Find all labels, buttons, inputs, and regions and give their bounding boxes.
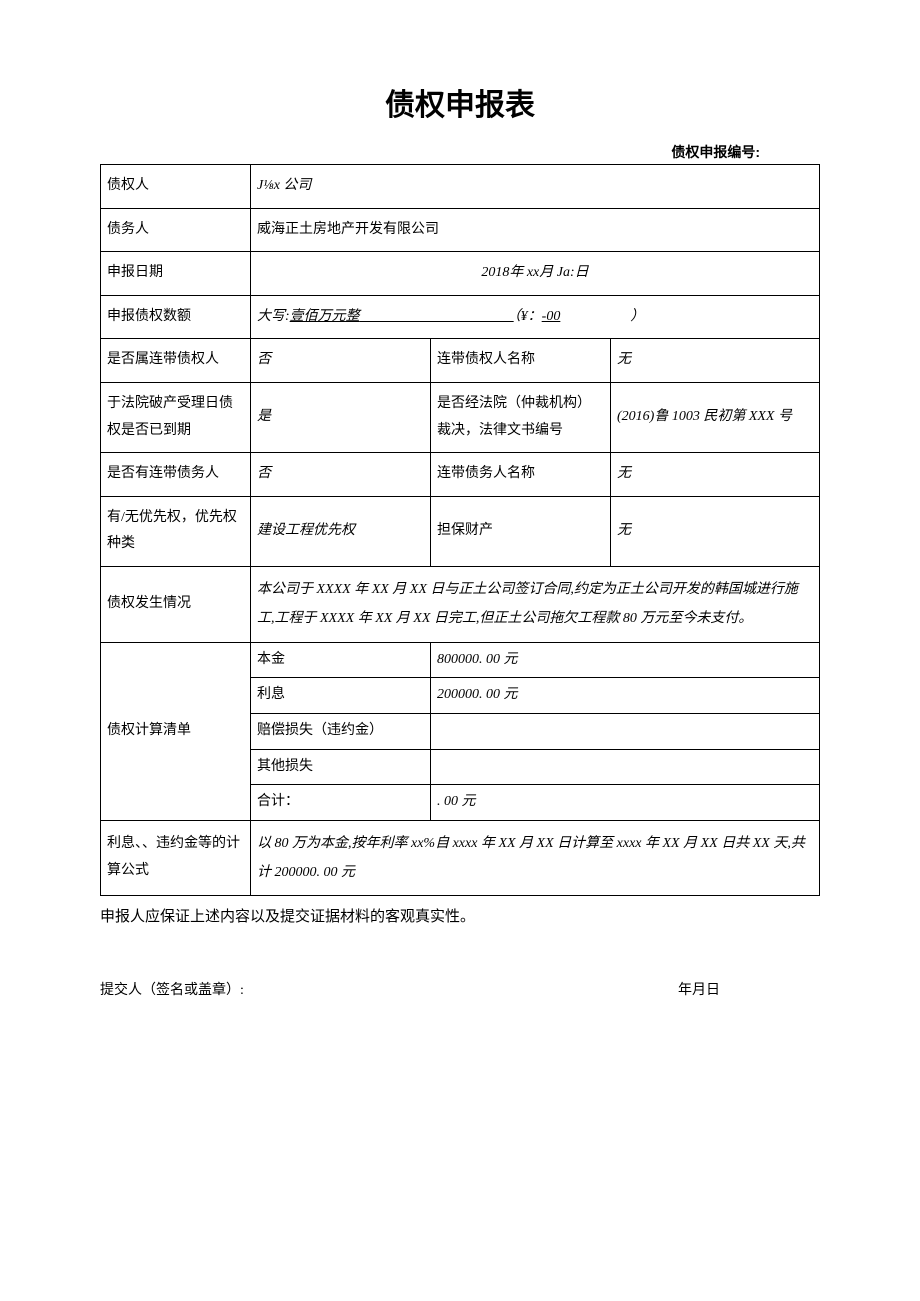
notice-text: 申报人应保证上述内容以及提交证据材料的客观真实性。 xyxy=(100,904,820,931)
declaration-table: 债权人 J⅛x 公司 债务人 威海正土房地产开发有限公司 申报日期 2018年 … xyxy=(100,164,820,896)
label-priority: 有/无优先权，优先权种类 xyxy=(101,496,251,566)
footer-row: 提交人（签名或盖章）: 年月日 xyxy=(100,979,820,999)
amount-yen-prefix: （¥： xyxy=(514,309,542,324)
label-declare-date: 申报日期 xyxy=(101,252,251,296)
label-principal: 本金 xyxy=(251,642,431,678)
amount-yen: -00 xyxy=(542,309,561,324)
value-creditor: J⅛x 公司 xyxy=(251,165,820,209)
value-joint-debtor: 否 xyxy=(251,453,431,497)
label-joint-creditor: 是否属连带债权人 xyxy=(101,339,251,383)
label-damages: 赔偿损失（违约金） xyxy=(251,713,431,749)
label-joint-debtor: 是否有连带债务人 xyxy=(101,453,251,497)
value-declare-amount: 大写:壹佰万元整 （¥：-00 ） xyxy=(251,295,820,339)
value-damages xyxy=(431,713,820,749)
label-joint-debtor-name: 连带债务人名称 xyxy=(431,453,611,497)
document-title: 债权申报表 xyxy=(100,80,820,124)
value-due-at-court: 是 xyxy=(251,382,431,452)
value-collateral: 无 xyxy=(611,496,820,566)
label-interest: 利息 xyxy=(251,678,431,714)
value-priority: 建设工程优先权 xyxy=(251,496,431,566)
label-creditor: 债权人 xyxy=(101,165,251,209)
label-debtor: 债务人 xyxy=(101,208,251,252)
amount-gap2 xyxy=(560,309,630,324)
amount-gap xyxy=(360,309,514,324)
value-interest: 200000. 00 元 xyxy=(431,678,820,714)
value-debtor: 威海正土房地产开发有限公司 xyxy=(251,208,820,252)
value-formula: 以 80 万为本金,按年利率 xx%自 xxxx 年 XX 月 XX 日计算至 … xyxy=(251,820,820,896)
label-collateral: 担保财产 xyxy=(431,496,611,566)
value-declare-date: 2018年 xx月 Ja:日 xyxy=(251,252,820,296)
label-calc-list: 债权计算清单 xyxy=(101,642,251,820)
label-joint-creditor-name: 连带债权人名称 xyxy=(431,339,611,383)
amount-cn: 壹佰万元整 xyxy=(290,309,360,324)
value-other-loss xyxy=(431,749,820,785)
value-joint-creditor-name: 无 xyxy=(611,339,820,383)
value-joint-debtor-name: 无 xyxy=(611,453,820,497)
label-formula: 利息、、违约金等的计算公式 xyxy=(101,820,251,896)
submitter-label: 提交人（签名或盖章）: xyxy=(100,979,244,999)
label-declare-amount: 申报债权数额 xyxy=(101,295,251,339)
value-occurrence: 本公司于 XXXX 年 XX 月 XX 日与正土公司签订合同,约定为正土公司开发… xyxy=(251,566,820,642)
footer-date: 年月日 xyxy=(678,979,720,999)
value-principal: 800000. 00 元 xyxy=(431,642,820,678)
label-other-loss: 其他损失 xyxy=(251,749,431,785)
value-court-doc: (2016)鲁 1003 民初第 XXX 号 xyxy=(611,382,820,452)
label-occurrence: 债权发生情况 xyxy=(101,566,251,642)
label-due-at-court: 于法院破产受理日债权是否已到期 xyxy=(101,382,251,452)
amount-cn-prefix: 大写: xyxy=(257,309,290,324)
label-total: 合计： xyxy=(251,785,431,821)
label-court-doc: 是否经法院（仲裁机构）裁决，法律文书编号 xyxy=(431,382,611,452)
value-joint-creditor: 否 xyxy=(251,339,431,383)
amount-yen-suffix: ） xyxy=(630,309,644,324)
declaration-number-label: 债权申报编号: xyxy=(100,142,820,162)
value-total: . 00 元 xyxy=(431,785,820,821)
